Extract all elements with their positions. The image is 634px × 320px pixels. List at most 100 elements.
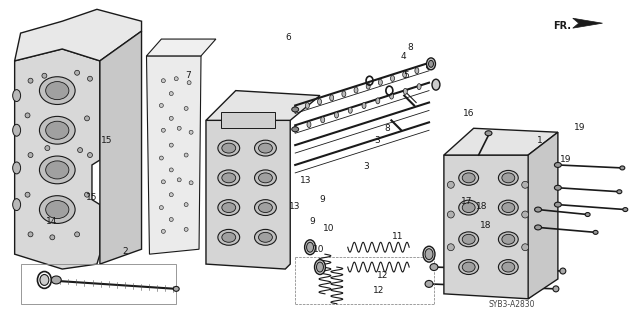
Ellipse shape: [13, 90, 20, 101]
Ellipse shape: [50, 235, 55, 240]
Ellipse shape: [585, 212, 590, 217]
Ellipse shape: [184, 107, 188, 110]
Ellipse shape: [173, 286, 179, 291]
Ellipse shape: [218, 170, 240, 186]
Text: 3: 3: [374, 136, 380, 146]
Text: 5: 5: [403, 71, 409, 80]
Ellipse shape: [427, 64, 431, 70]
Ellipse shape: [459, 260, 479, 275]
Ellipse shape: [75, 232, 80, 237]
Text: 11: 11: [392, 232, 403, 241]
Text: 15: 15: [86, 193, 98, 202]
Ellipse shape: [498, 171, 518, 185]
Ellipse shape: [174, 77, 178, 81]
Ellipse shape: [425, 249, 433, 260]
Ellipse shape: [415, 68, 419, 74]
Ellipse shape: [335, 112, 339, 118]
Ellipse shape: [314, 260, 325, 275]
Ellipse shape: [84, 192, 89, 197]
Ellipse shape: [425, 280, 433, 287]
Ellipse shape: [342, 91, 346, 97]
Ellipse shape: [462, 173, 475, 183]
Ellipse shape: [554, 185, 561, 190]
Ellipse shape: [184, 153, 188, 157]
Polygon shape: [206, 91, 320, 120]
Ellipse shape: [429, 60, 434, 67]
Ellipse shape: [184, 228, 188, 231]
Polygon shape: [15, 9, 141, 61]
Polygon shape: [206, 118, 290, 269]
Ellipse shape: [448, 211, 455, 218]
Ellipse shape: [28, 78, 33, 83]
Ellipse shape: [448, 181, 455, 188]
Ellipse shape: [502, 203, 515, 212]
Ellipse shape: [427, 58, 436, 70]
Ellipse shape: [391, 76, 394, 81]
Text: 12: 12: [373, 286, 384, 295]
Ellipse shape: [318, 99, 321, 105]
Text: 16: 16: [463, 108, 475, 117]
Ellipse shape: [46, 82, 69, 100]
Ellipse shape: [46, 121, 69, 139]
Ellipse shape: [13, 199, 20, 211]
Ellipse shape: [462, 203, 475, 212]
Text: 19: 19: [560, 155, 571, 164]
Ellipse shape: [39, 77, 75, 105]
Ellipse shape: [459, 232, 479, 247]
Ellipse shape: [316, 262, 323, 272]
Ellipse shape: [178, 126, 181, 130]
Ellipse shape: [254, 170, 276, 186]
Ellipse shape: [459, 200, 479, 215]
Ellipse shape: [417, 84, 421, 90]
Ellipse shape: [169, 92, 173, 96]
Ellipse shape: [162, 128, 165, 132]
Ellipse shape: [184, 203, 188, 207]
Ellipse shape: [259, 203, 273, 212]
Ellipse shape: [522, 181, 529, 188]
Ellipse shape: [498, 260, 518, 275]
Polygon shape: [528, 132, 558, 299]
Ellipse shape: [159, 103, 164, 108]
Ellipse shape: [620, 166, 624, 170]
Polygon shape: [221, 112, 275, 128]
Ellipse shape: [162, 79, 165, 83]
Ellipse shape: [378, 79, 382, 85]
Text: 8: 8: [407, 43, 413, 52]
Ellipse shape: [498, 232, 518, 247]
Ellipse shape: [159, 206, 164, 210]
Text: FR.: FR.: [553, 21, 571, 31]
Ellipse shape: [306, 103, 309, 108]
Ellipse shape: [623, 208, 628, 212]
Ellipse shape: [376, 98, 380, 104]
Text: 19: 19: [574, 123, 585, 132]
Ellipse shape: [502, 234, 515, 244]
Ellipse shape: [28, 232, 33, 237]
Ellipse shape: [292, 107, 299, 112]
Text: 4: 4: [401, 52, 406, 61]
Ellipse shape: [77, 148, 82, 153]
Ellipse shape: [222, 232, 236, 242]
Ellipse shape: [39, 116, 75, 144]
Ellipse shape: [432, 79, 440, 90]
Ellipse shape: [593, 230, 598, 234]
Ellipse shape: [254, 229, 276, 245]
Ellipse shape: [169, 116, 173, 120]
Ellipse shape: [13, 124, 20, 136]
Ellipse shape: [522, 211, 529, 218]
Text: 13: 13: [289, 203, 301, 212]
Ellipse shape: [307, 122, 311, 127]
Ellipse shape: [51, 276, 61, 284]
Ellipse shape: [348, 107, 353, 113]
Ellipse shape: [427, 65, 432, 69]
Text: 17: 17: [461, 197, 472, 206]
Ellipse shape: [39, 196, 75, 223]
Text: 6: 6: [286, 33, 292, 42]
Ellipse shape: [462, 262, 475, 272]
Ellipse shape: [25, 113, 30, 118]
Ellipse shape: [187, 81, 191, 85]
Ellipse shape: [522, 244, 529, 251]
Polygon shape: [100, 31, 141, 264]
Ellipse shape: [617, 190, 622, 194]
Ellipse shape: [169, 218, 173, 221]
Ellipse shape: [389, 93, 394, 99]
